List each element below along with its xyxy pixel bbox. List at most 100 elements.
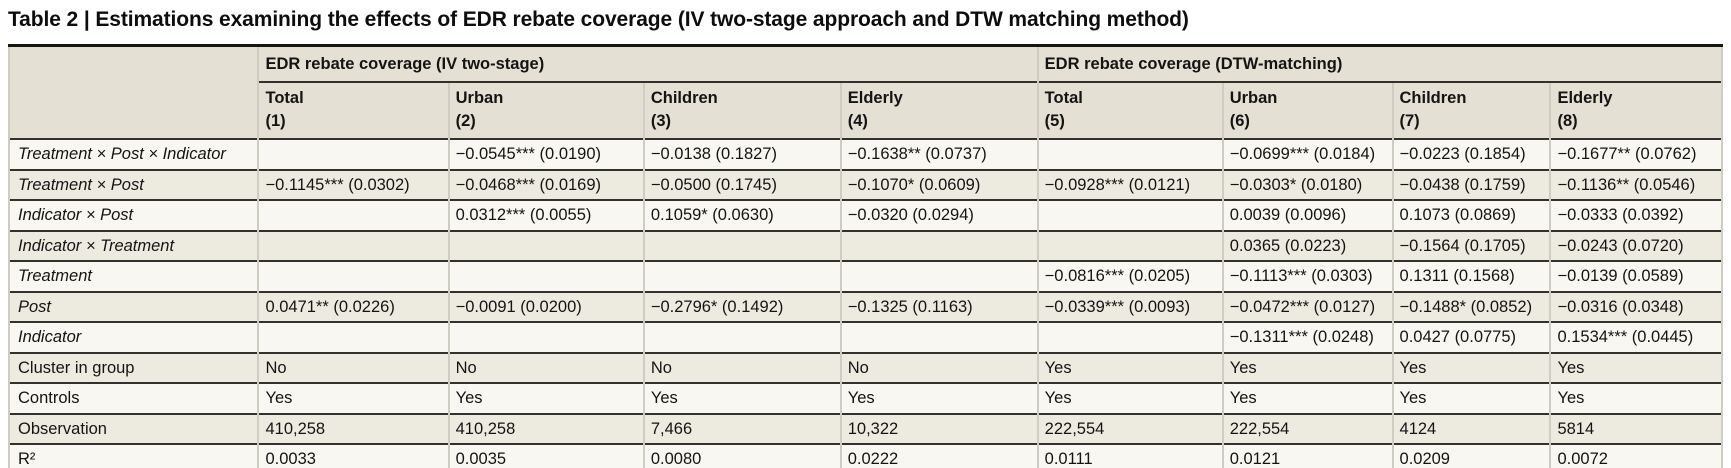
table-cell: 10,322 xyxy=(841,414,1037,446)
table-cell: 0.0033 xyxy=(259,445,448,468)
table-cell xyxy=(259,140,448,171)
table-cell: 0.1534*** (0.0445) xyxy=(1551,323,1721,354)
table-cell: −0.0320 (0.0294) xyxy=(841,201,1037,232)
table-cell: −0.0545*** (0.0190) xyxy=(449,140,643,171)
table-row: Cluster in group No No No No Yes Yes Yes Yes xyxy=(10,353,1721,385)
table-cell: −0.0303* (0.0180) xyxy=(1223,170,1392,202)
column-header-children-3: Children (3) xyxy=(644,83,840,141)
column-number: (2) xyxy=(455,111,476,130)
column-name: Total xyxy=(265,89,304,108)
table-cell: 0.1073 (0.0869) xyxy=(1393,201,1550,232)
results-table: EDR rebate coverage (IV two-stage) EDR r… xyxy=(8,44,1723,468)
table-cell xyxy=(1038,140,1222,171)
table-cell: 0.0111 xyxy=(1038,445,1222,468)
table-cell: −0.0138 (0.1827) xyxy=(644,140,840,171)
column-number: (4) xyxy=(847,111,868,130)
table-cell: −0.1113*** (0.0303) xyxy=(1223,262,1392,293)
table-cell xyxy=(259,231,448,263)
table-cell xyxy=(1038,201,1222,232)
group-header-row: EDR rebate coverage (IV two-stage) EDR r… xyxy=(10,47,1721,141)
row-label: R² xyxy=(10,445,258,468)
group-header-iv-two-stage: EDR rebate coverage (IV two-stage) xyxy=(259,47,1037,84)
table-cell: Yes xyxy=(1551,353,1721,385)
table-cell: Yes xyxy=(1393,384,1550,415)
table-cell xyxy=(259,201,448,232)
table-cell: 0.0121 xyxy=(1223,445,1392,468)
table-row: Controls Yes Yes Yes Yes Yes Yes Yes Yes xyxy=(10,384,1721,415)
column-name: Total xyxy=(1044,89,1083,108)
header-corner-cell xyxy=(10,47,258,141)
table-row: Indicator −0.1311*** (0.0248) 0.0427 (0.07… xyxy=(10,323,1721,354)
table-header: EDR rebate coverage (IV two-stage) EDR r… xyxy=(10,47,1721,141)
column-number: (5) xyxy=(1044,111,1065,130)
table-cell: No xyxy=(449,353,643,385)
table-cell: 0.0427 (0.0775) xyxy=(1393,323,1550,354)
table-cell: −0.1488* (0.0852) xyxy=(1393,292,1550,324)
table-cell: −0.0816*** (0.0205) xyxy=(1038,262,1222,293)
table-row: Treatment × Post −0.1145*** (0.0302) −0.04… xyxy=(10,170,1721,202)
column-number: (8) xyxy=(1557,111,1578,130)
table-cell: 0.0471** (0.0226) xyxy=(259,292,448,324)
table-cell xyxy=(841,231,1037,263)
table-cell: −0.1070* (0.0609) xyxy=(841,170,1037,202)
table-cell: 7,466 xyxy=(644,414,840,446)
table-body: Treatment × Post × Indicator −0.0545*** (… xyxy=(10,140,1721,468)
table-cell: −0.0139 (0.0589) xyxy=(1551,262,1721,293)
column-name: Urban xyxy=(1229,89,1278,108)
table-cell: 5814 xyxy=(1551,414,1721,446)
table-title: Table 2 | Estimations examining the effe… xyxy=(8,8,1189,31)
column-number: (7) xyxy=(1399,111,1420,130)
table-cell: 410,258 xyxy=(449,414,643,446)
table-cell: Yes xyxy=(1223,353,1392,385)
row-label: Indicator × Post xyxy=(10,201,258,232)
table-cell xyxy=(644,262,840,293)
table-cell: 0.0365 (0.0223) xyxy=(1223,231,1392,263)
row-label: Indicator xyxy=(10,323,258,354)
table-cell: −0.0468*** (0.0169) xyxy=(449,170,643,202)
table-cell: Yes xyxy=(1038,384,1222,415)
table-cell: Yes xyxy=(259,384,448,415)
table-row: Indicator × Treatment 0.0365 (0.0223) −0.1… xyxy=(10,231,1721,263)
row-label: Indicator × Treatment xyxy=(10,231,258,263)
table-cell: No xyxy=(259,353,448,385)
column-header-urban-2: Urban (2) xyxy=(449,83,643,141)
row-label: Post xyxy=(10,292,258,324)
table-cell xyxy=(1038,231,1222,263)
table-cell: Yes xyxy=(1223,384,1392,415)
table-cell: Yes xyxy=(1038,353,1222,385)
table-cell: −0.0472*** (0.0127) xyxy=(1223,292,1392,324)
table-cell xyxy=(1038,323,1222,354)
table-cell: 0.1311 (0.1568) xyxy=(1393,262,1550,293)
table-row: Treatment × Post × Indicator −0.0545*** (… xyxy=(10,140,1721,171)
table-cell: −0.0243 (0.0720) xyxy=(1551,231,1721,263)
column-name: Children xyxy=(650,89,718,108)
table-cell xyxy=(841,323,1037,354)
column-number: (6) xyxy=(1229,111,1250,130)
table-cell: 0.0072 xyxy=(1551,445,1721,468)
table-row: Indicator × Post 0.0312*** (0.0055) 0.1059… xyxy=(10,201,1721,232)
table-cell xyxy=(644,323,840,354)
table-row: Treatment −0.0816*** (0.0205) −0.1113*** (… xyxy=(10,262,1721,293)
table-cell xyxy=(449,323,643,354)
table-cell: −0.1325 (0.1163) xyxy=(841,292,1037,324)
row-label: Treatment × Post × Indicator xyxy=(10,140,258,171)
table-cell xyxy=(449,262,643,293)
table-cell: 0.0209 xyxy=(1393,445,1550,468)
table-cell xyxy=(259,323,448,354)
table-cell: 4124 xyxy=(1393,414,1550,446)
column-number: (3) xyxy=(650,111,671,130)
row-label: Observation xyxy=(10,414,258,446)
table-cell: 0.0222 xyxy=(841,445,1037,468)
table-cell: −0.0333 (0.0392) xyxy=(1551,201,1721,232)
column-name: Children xyxy=(1399,89,1467,108)
table-cell xyxy=(841,262,1037,293)
column-header-urban-6: Urban (6) xyxy=(1223,83,1392,141)
table-cell: 0.0080 xyxy=(644,445,840,468)
column-header-elderly-4: Elderly (4) xyxy=(841,83,1037,141)
column-name: Elderly xyxy=(847,89,903,108)
table-cell: −0.1136** (0.0546) xyxy=(1551,170,1721,202)
table-cell: −0.0438 (0.1759) xyxy=(1393,170,1550,202)
table-cell: 0.0039 (0.0096) xyxy=(1223,201,1392,232)
table-cell: Yes xyxy=(644,384,840,415)
